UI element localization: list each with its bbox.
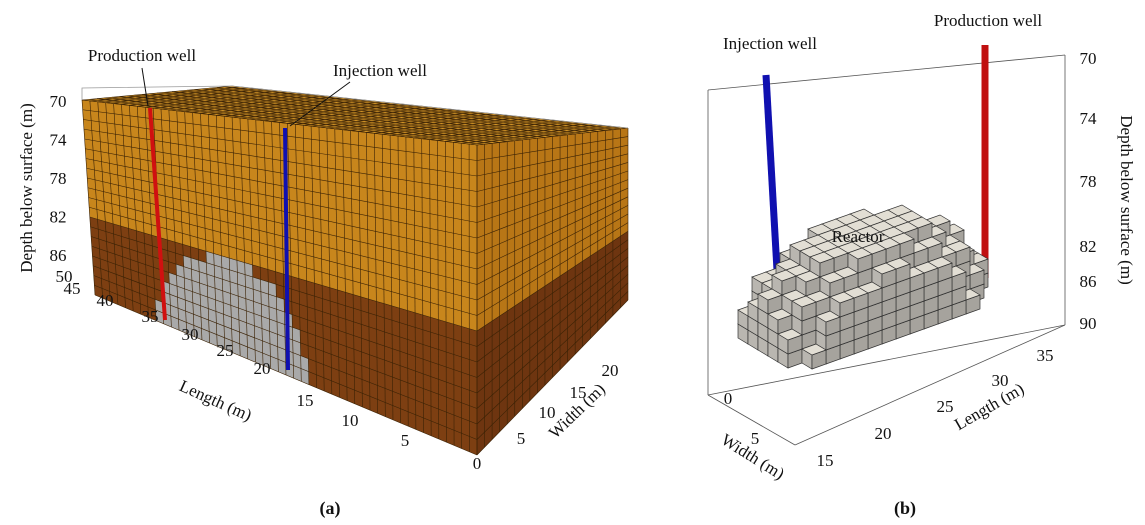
y-tick-label: 86 [50, 246, 67, 265]
annotation: Production well [88, 46, 196, 65]
y-tick-label: 70 [1080, 49, 1097, 68]
page: Production well Injection well Depth bel… [0, 0, 1145, 525]
annotation: Injection well [333, 61, 427, 80]
y-tick-label: 82 [1080, 237, 1097, 256]
axis-title: Length (m) [177, 376, 255, 425]
panel-a [82, 86, 628, 455]
x-tick-label: 30 [992, 371, 1009, 390]
y-tick-label: 74 [1080, 109, 1098, 128]
panel-label: (b) [894, 498, 916, 519]
z-tick-label: 0 [724, 389, 733, 408]
x-tick-label: 20 [254, 359, 271, 378]
x-tick-label: 45 [64, 279, 81, 298]
x-tick-label: 40 [97, 291, 114, 310]
x-tick-label: 5 [401, 431, 410, 450]
x-tick-label: 35 [142, 307, 159, 326]
x-tick-label: 15 [297, 391, 314, 410]
y-tick-label: 86 [1080, 272, 1097, 291]
annotation: Injection well [723, 34, 817, 53]
axis-title: Depth below surface (m) [17, 103, 36, 272]
axis-title: Length (m) [951, 379, 1027, 434]
panel-label: (a) [320, 498, 341, 519]
z-tick-label: 15 [570, 383, 587, 402]
x-tick-label: 30 [182, 325, 199, 344]
z-tick-label: 10 [539, 403, 556, 422]
axis-line [708, 55, 1065, 90]
y-tick-label: 70 [50, 92, 67, 111]
x-tick-label: 0 [473, 454, 482, 473]
reactor-label: Reactor [832, 227, 885, 246]
y-tick-label: 74 [50, 130, 68, 149]
axis-title: Depth below surface (m) [1117, 115, 1136, 284]
x-tick-label: 25 [937, 397, 954, 416]
y-tick-label: 78 [1080, 172, 1097, 191]
z-tick-label: 15 [817, 451, 834, 470]
annotation: Production well [934, 11, 1042, 30]
y-tick-label: 82 [50, 207, 67, 226]
z-tick-label: 5 [517, 429, 526, 448]
x-tick-label: 25 [217, 341, 234, 360]
figure: Production well Injection well Depth bel… [0, 0, 1145, 525]
x-tick-label: 35 [1037, 346, 1054, 365]
y-tick-label: 78 [50, 169, 67, 188]
x-tick-label: 10 [342, 411, 359, 430]
z-tick-label: 20 [602, 361, 619, 380]
z-tick-label: 5 [751, 429, 760, 448]
injection-well [766, 75, 778, 288]
x-tick-label: 20 [875, 424, 892, 443]
y-tick-label: 90 [1080, 314, 1097, 333]
